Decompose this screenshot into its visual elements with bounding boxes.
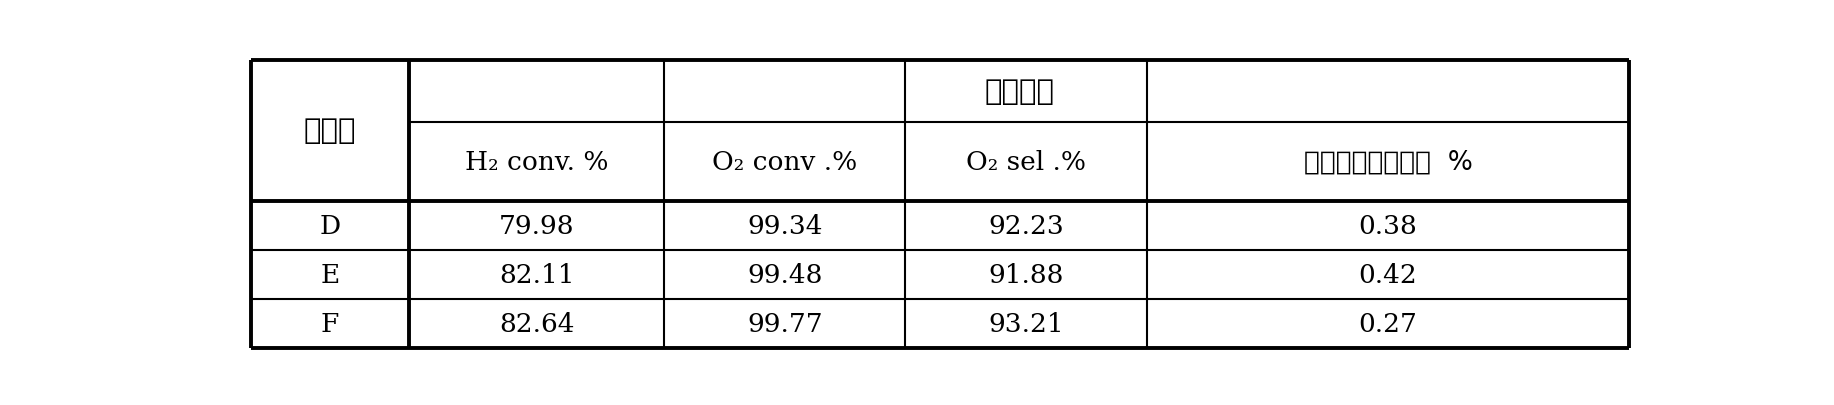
Text: 99.34: 99.34 [746,213,823,238]
Text: 79.98: 79.98 [499,213,574,238]
Text: 82.64: 82.64 [499,311,574,336]
Text: D: D [319,213,341,238]
Text: 0.42: 0.42 [1359,262,1418,287]
Text: 碳氢化合物损失率  %: 碳氢化合物损失率 % [1304,149,1473,175]
Text: 91.88: 91.88 [989,262,1064,287]
Text: 反应结果: 反应结果 [985,78,1055,106]
Text: 93.21: 93.21 [989,311,1064,336]
Text: 82.11: 82.11 [499,262,574,287]
Text: H₂ conv. %: H₂ conv. % [464,149,609,174]
Text: O₂ conv .%: O₂ conv .% [712,149,858,174]
Text: E: E [321,262,339,287]
Text: 92.23: 92.23 [989,213,1064,238]
Text: F: F [321,311,339,336]
Text: 0.38: 0.38 [1359,213,1418,238]
Text: 99.77: 99.77 [746,311,823,336]
Text: 0.27: 0.27 [1359,311,1418,336]
Text: 99.48: 99.48 [746,262,822,287]
Text: 卒化剂: 卒化剂 [304,117,356,145]
Text: O₂ sel .%: O₂ sel .% [967,149,1086,174]
